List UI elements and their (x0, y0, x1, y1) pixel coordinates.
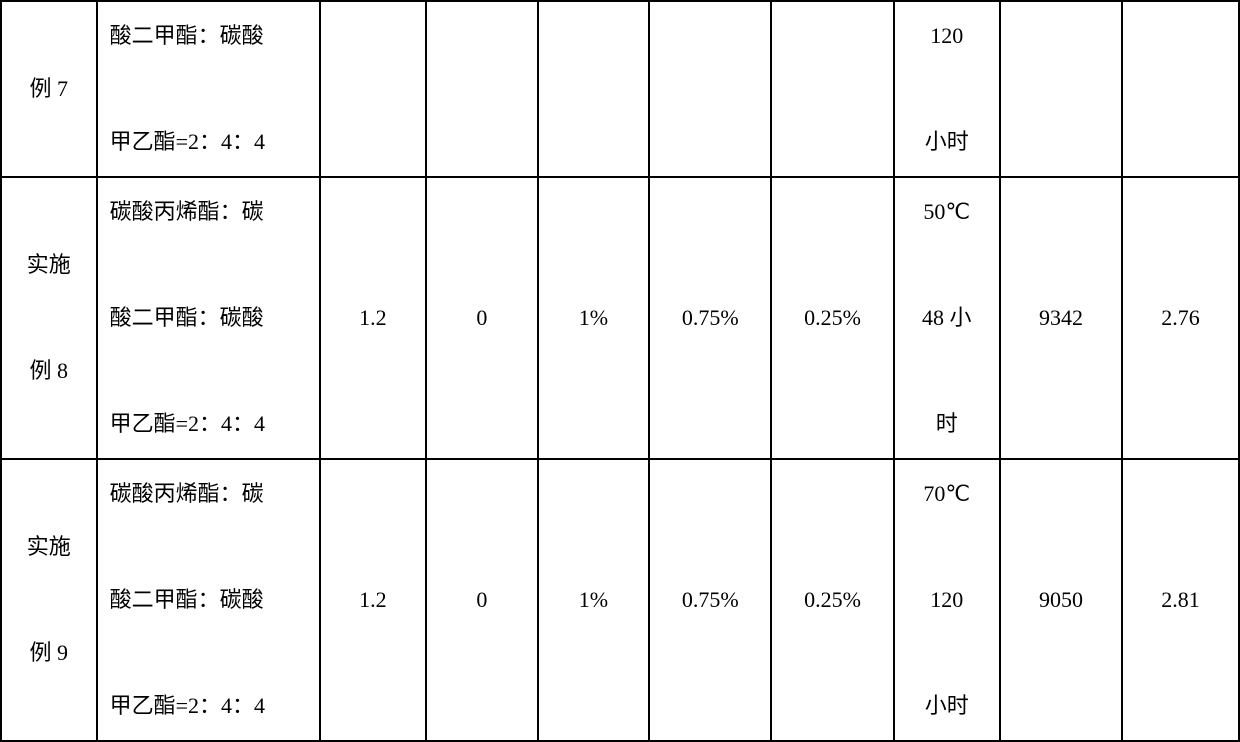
data-cell: 1% (538, 459, 650, 741)
data-cell (649, 1, 771, 177)
data-cell: 1.2 (320, 459, 426, 741)
data-cell: 0.25% (771, 177, 893, 459)
data-cell: 2.81 (1122, 459, 1239, 741)
condition-cell: 70℃ 120 小时 (894, 459, 1000, 741)
row-label: 实施 例 9 (1, 459, 97, 741)
data-cell: 0.75% (649, 177, 771, 459)
data-cell: 0.75% (649, 459, 771, 741)
data-cell: 0 (426, 177, 538, 459)
table-row: 实施 例 9 碳酸丙烯酯：碳 酸二甲酯：碳酸 甲乙酯=2：4：4 1.2 0 1… (1, 459, 1239, 741)
condition-cell: 50℃ 48 小 时 (894, 177, 1000, 459)
table-row: 例 7 酸二甲酯：碳酸 甲乙酯=2：4：4 120 小时 (1, 1, 1239, 177)
data-table-container: 例 7 酸二甲酯：碳酸 甲乙酯=2：4：4 120 小时 实施 例 8 碳酸丙烯… (0, 0, 1240, 725)
data-cell (538, 1, 650, 177)
data-cell: 1.2 (320, 177, 426, 459)
data-cell: 9050 (1000, 459, 1122, 741)
data-cell (1000, 1, 1122, 177)
data-cell: 0 (426, 459, 538, 741)
condition-cell: 120 小时 (894, 1, 1000, 177)
composition-cell: 碳酸丙烯酯：碳 酸二甲酯：碳酸 甲乙酯=2：4：4 (97, 177, 320, 459)
data-cell: 9342 (1000, 177, 1122, 459)
table-row: 实施 例 8 碳酸丙烯酯：碳 酸二甲酯：碳酸 甲乙酯=2：4：4 1.2 0 1… (1, 177, 1239, 459)
data-cell (426, 1, 538, 177)
row-label: 例 7 (1, 1, 97, 177)
data-cell (771, 1, 893, 177)
data-cell: 0.25% (771, 459, 893, 741)
data-cell: 2.76 (1122, 177, 1239, 459)
data-cell (320, 1, 426, 177)
row-label: 实施 例 8 (1, 177, 97, 459)
composition-cell: 酸二甲酯：碳酸 甲乙酯=2：4：4 (97, 1, 320, 177)
data-cell: 1% (538, 177, 650, 459)
data-cell (1122, 1, 1239, 177)
data-table: 例 7 酸二甲酯：碳酸 甲乙酯=2：4：4 120 小时 实施 例 8 碳酸丙烯… (0, 0, 1240, 742)
composition-cell: 碳酸丙烯酯：碳 酸二甲酯：碳酸 甲乙酯=2：4：4 (97, 459, 320, 741)
